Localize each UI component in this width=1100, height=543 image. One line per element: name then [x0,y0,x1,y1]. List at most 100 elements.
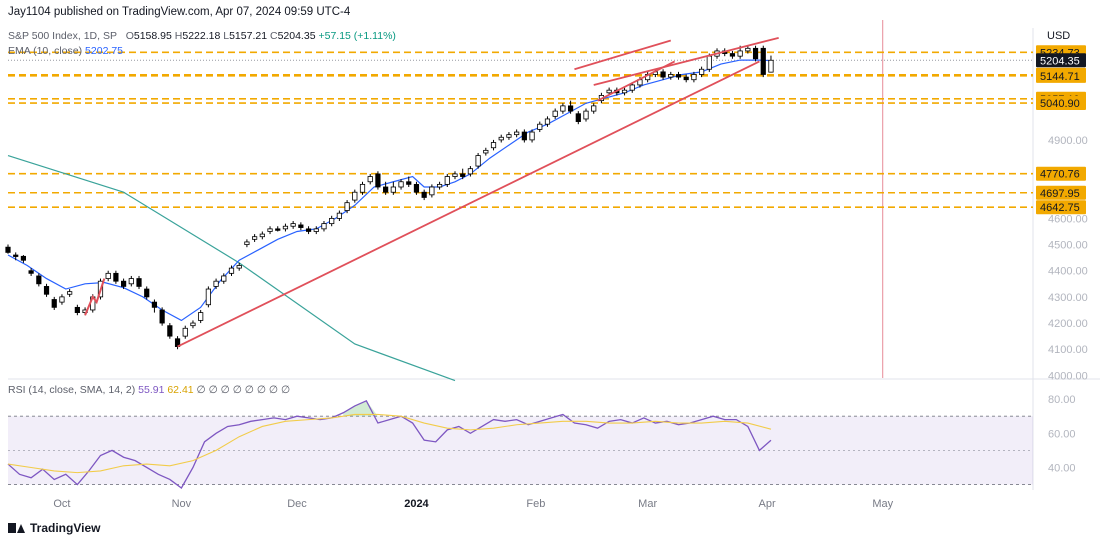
candle-90[interactable] [699,68,705,75]
candle-29[interactable] [228,267,235,274]
level-badge-5[interactable] [1036,166,1086,181]
candle-15[interactable] [121,280,127,287]
level-badge-4[interactable] [1036,96,1086,111]
candle-44[interactable] [344,202,350,211]
candle-49[interactable] [383,186,389,193]
candle-96[interactable] [745,47,751,52]
zigzag-marker[interactable] [84,278,106,316]
candle-8[interactable] [67,291,73,295]
candle-21[interactable] [167,325,173,337]
candle-30[interactable] [236,265,242,269]
candle-64[interactable] [498,136,504,141]
candle-26[interactable] [205,288,211,306]
time-axis[interactable]: Oct Nov Dec 2024 Feb Mar Apr May [53,498,893,510]
candle-41[interactable] [321,223,327,230]
trendline-3[interactable] [597,60,676,102]
candle-3[interactable] [28,270,34,274]
rsi-pane[interactable] [8,380,1033,488]
candle-59[interactable] [460,173,466,177]
ema-legend[interactable]: EMA (10, close) 5202.75 [8,45,123,57]
candle-16[interactable] [128,278,134,285]
candle-70[interactable] [544,118,551,125]
candle-65[interactable] [506,134,512,138]
candle-47[interactable] [367,176,373,183]
rsi-series-sma[interactable] [7,413,772,474]
rsi-legend[interactable]: RSI (14, close, SMA, 14, 2) 55.91 62.41 … [8,384,290,396]
candle-38[interactable] [298,224,304,228]
candle-1[interactable] [13,254,19,257]
candle-61[interactable] [475,155,481,167]
candle-43[interactable] [336,212,342,219]
tradingview-logo[interactable]: TradingView [8,521,100,535]
candle-72[interactable] [560,105,566,112]
candle-74[interactable] [575,113,581,122]
candle-55[interactable] [429,186,435,196]
candle-87[interactable] [675,74,682,78]
candle-94[interactable] [729,53,736,57]
candle-7[interactable] [59,296,65,303]
candle-68[interactable] [529,131,535,141]
candle-73[interactable] [567,105,574,112]
candle-88[interactable] [683,76,689,81]
ema-line[interactable] [7,59,771,322]
trendline-0[interactable] [177,60,760,348]
candle-19[interactable] [151,301,158,308]
candle-36[interactable] [282,225,289,230]
candle-31[interactable] [244,241,250,245]
candle-39[interactable] [305,228,312,232]
candle-25[interactable] [198,312,204,321]
candle-76[interactable] [591,105,597,112]
candle-28[interactable] [221,275,227,282]
candle-78[interactable] [606,89,612,94]
candle-17[interactable] [136,278,142,287]
candle-58[interactable] [452,173,458,177]
candle-95[interactable] [737,50,743,57]
candle-35[interactable] [275,228,281,231]
candle-48[interactable] [375,173,381,188]
candle-18[interactable] [144,288,150,298]
candle-6[interactable] [51,299,57,308]
candle-85[interactable] [660,71,666,78]
price-axis[interactable]: 4000.00 4100.00 4200.00 4300.00 4400.00 4500.… [1036,45,1088,474]
candle-91[interactable] [706,55,712,70]
candle-34[interactable] [267,228,273,232]
candle-20[interactable] [159,309,165,324]
trendline-2[interactable] [574,39,672,71]
candle-98[interactable] [760,47,766,75]
candle-71[interactable] [552,110,558,117]
candle-56[interactable] [436,183,443,188]
candle-63[interactable] [490,142,497,149]
level-badge-7[interactable] [1036,200,1086,215]
candle-5[interactable] [43,286,50,295]
candle-2[interactable] [20,255,27,261]
level-badge-2[interactable] [1036,68,1086,83]
candle-54[interactable] [421,191,427,198]
candle-42[interactable] [329,217,335,225]
candle-97[interactable] [752,47,759,60]
candle-53[interactable] [413,183,420,193]
trendline-1[interactable] [593,36,779,86]
symbol-legend[interactable]: S&P 500 Index, 1D, SP O5158.95 H5222.18 … [8,30,396,42]
candle-99[interactable] [768,59,774,73]
candle-32[interactable] [252,236,258,240]
candle-40[interactable] [313,228,319,232]
candle-81[interactable] [629,84,635,91]
candle-52[interactable] [406,181,412,185]
candle-69[interactable] [537,123,543,130]
level-badge-6[interactable] [1036,185,1086,200]
candle-60[interactable] [467,168,474,175]
candle-9[interactable] [74,306,80,313]
candle-51[interactable] [398,181,404,188]
currency-label[interactable]: USD [1047,30,1071,42]
candle-46[interactable] [359,183,366,193]
candle-67[interactable] [521,131,527,141]
candle-0[interactable] [5,246,11,253]
candle-86[interactable] [668,74,674,78]
candle-66[interactable] [514,131,520,136]
candle-37[interactable] [290,223,296,227]
candle-13[interactable] [105,272,111,279]
candle-14[interactable] [113,272,119,282]
candle-89[interactable] [691,74,697,81]
candle-75[interactable] [583,110,589,120]
